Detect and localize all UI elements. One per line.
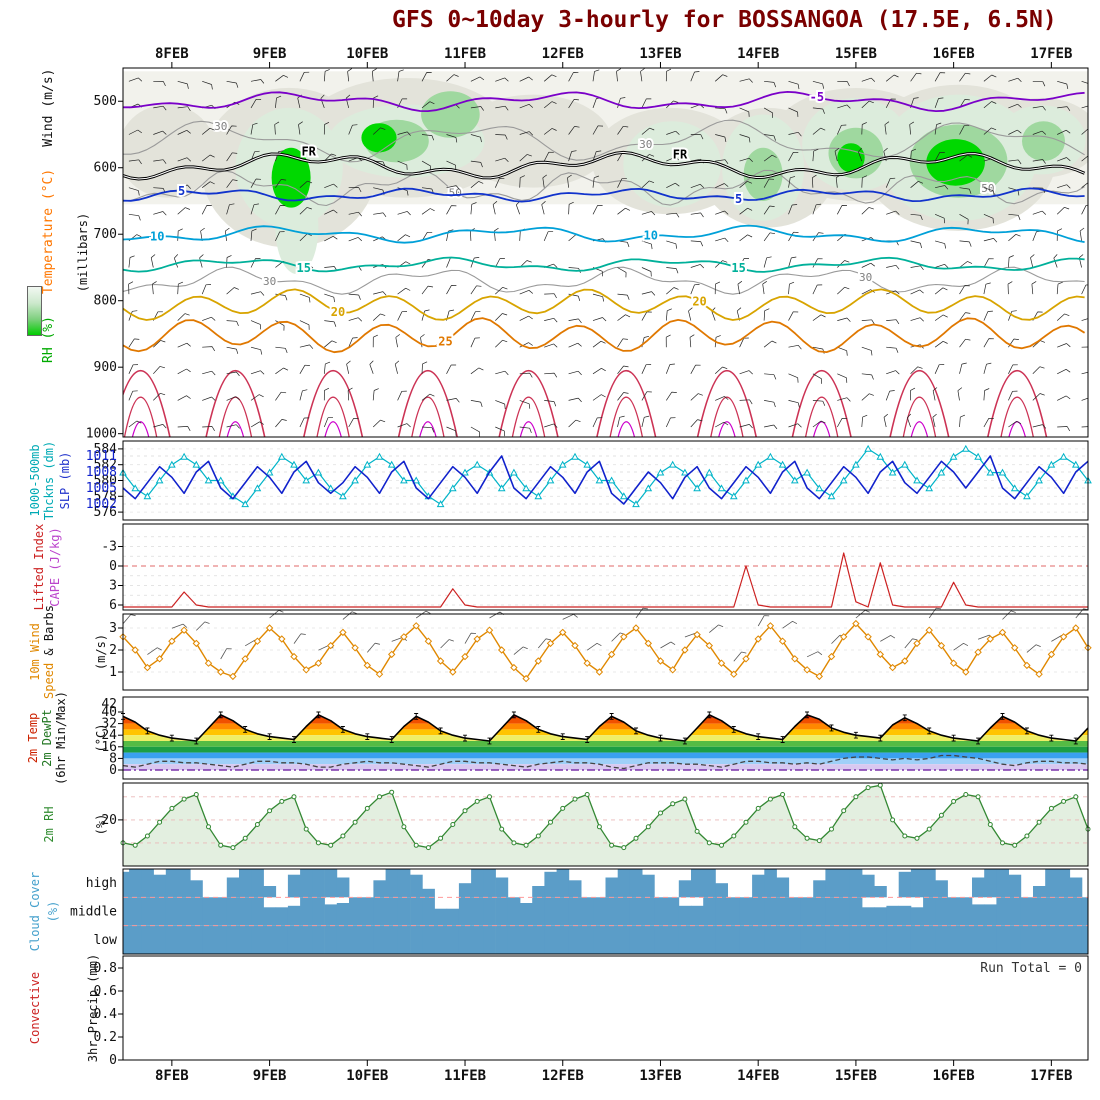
svg-text:FR: FR	[301, 144, 316, 158]
svg-text:10: 10	[150, 229, 164, 243]
svg-text:12FEB: 12FEB	[542, 1068, 584, 1084]
svg-text:25: 25	[438, 334, 452, 348]
svg-text:11FEB: 11FEB	[444, 1068, 486, 1084]
svg-text:30: 30	[639, 138, 652, 151]
svg-text:50: 50	[449, 187, 462, 200]
svg-text:15: 15	[731, 261, 745, 275]
svg-text:12FEB: 12FEB	[542, 46, 584, 62]
svg-text:580: 580	[94, 474, 117, 489]
svg-text:8: 8	[109, 751, 117, 766]
svg-text:600: 600	[94, 161, 117, 176]
rh-colorbar-legend	[27, 286, 42, 336]
svg-text:30: 30	[214, 120, 227, 133]
svg-text:32: 32	[101, 717, 117, 732]
svg-text:1000: 1000	[86, 427, 117, 442]
svg-text:17FEB: 17FEB	[1030, 1068, 1072, 1084]
svg-text:1005: 1005	[86, 481, 117, 496]
svg-text:0.8: 0.8	[94, 961, 117, 976]
svg-text:17FEB: 17FEB	[1030, 46, 1072, 62]
svg-text:15: 15	[297, 261, 311, 275]
svg-text:16FEB: 16FEB	[933, 1068, 975, 1084]
svg-text:low: low	[94, 933, 118, 948]
svg-text:0: 0	[109, 559, 117, 574]
svg-text:30: 30	[859, 271, 872, 284]
svg-text:0.2: 0.2	[94, 1030, 117, 1045]
svg-text:10FEB: 10FEB	[346, 1068, 388, 1084]
svg-text:42: 42	[101, 697, 117, 712]
svg-text:0: 0	[109, 1053, 117, 1068]
svg-text:900: 900	[94, 360, 117, 375]
svg-text:5: 5	[735, 192, 742, 206]
svg-text:800: 800	[94, 294, 117, 309]
svg-text:3: 3	[109, 621, 117, 636]
svg-text:576: 576	[94, 505, 117, 520]
svg-text:20: 20	[331, 305, 345, 319]
svg-text:2: 2	[109, 643, 117, 658]
svg-text:8FEB: 8FEB	[155, 46, 189, 62]
svg-text:11FEB: 11FEB	[444, 46, 486, 62]
svg-text:50: 50	[981, 182, 994, 195]
svg-text:578: 578	[94, 489, 117, 504]
svg-text:0.4: 0.4	[94, 1007, 118, 1022]
svg-text:500: 500	[94, 94, 117, 109]
svg-text:16: 16	[101, 740, 117, 755]
svg-text:6: 6	[109, 598, 117, 613]
svg-text:20: 20	[101, 813, 117, 828]
svg-text:15FEB: 15FEB	[835, 1068, 877, 1084]
svg-text:1008: 1008	[86, 465, 117, 480]
svg-text:8FEB: 8FEB	[155, 1068, 189, 1084]
svg-text:700: 700	[94, 227, 117, 242]
svg-text:high: high	[86, 876, 117, 891]
svg-text:Run Total = 0: Run Total = 0	[980, 961, 1082, 976]
svg-text:9FEB: 9FEB	[253, 46, 287, 62]
svg-text:14FEB: 14FEB	[737, 46, 779, 62]
svg-text:FR: FR	[673, 147, 688, 161]
svg-text:10: 10	[643, 229, 657, 243]
chart-title: GFS 0~10day 3-hourly for BOSSANGOA (17.5…	[392, 7, 1057, 33]
svg-text:582: 582	[94, 458, 117, 473]
svg-text:40: 40	[101, 705, 117, 720]
svg-text:9FEB: 9FEB	[253, 1068, 287, 1084]
svg-text:24: 24	[101, 728, 117, 743]
svg-text:-3: -3	[101, 540, 117, 555]
svg-text:1: 1	[109, 665, 117, 680]
svg-text:3: 3	[109, 579, 117, 594]
svg-text:1011: 1011	[86, 449, 117, 464]
svg-text:0: 0	[109, 763, 117, 778]
svg-text:584: 584	[94, 442, 118, 457]
svg-text:0.6: 0.6	[94, 984, 117, 999]
svg-text:middle: middle	[70, 905, 117, 920]
svg-text:-5: -5	[810, 90, 824, 104]
svg-text:13FEB: 13FEB	[639, 1068, 681, 1084]
svg-text:1002: 1002	[86, 497, 117, 512]
svg-text:15FEB: 15FEB	[835, 46, 877, 62]
svg-text:30: 30	[263, 275, 276, 288]
svg-text:16FEB: 16FEB	[933, 46, 975, 62]
svg-text:13FEB: 13FEB	[639, 46, 681, 62]
svg-text:10FEB: 10FEB	[346, 46, 388, 62]
svg-text:5: 5	[178, 184, 185, 198]
svg-text:20: 20	[692, 295, 706, 309]
svg-text:14FEB: 14FEB	[737, 1068, 779, 1084]
